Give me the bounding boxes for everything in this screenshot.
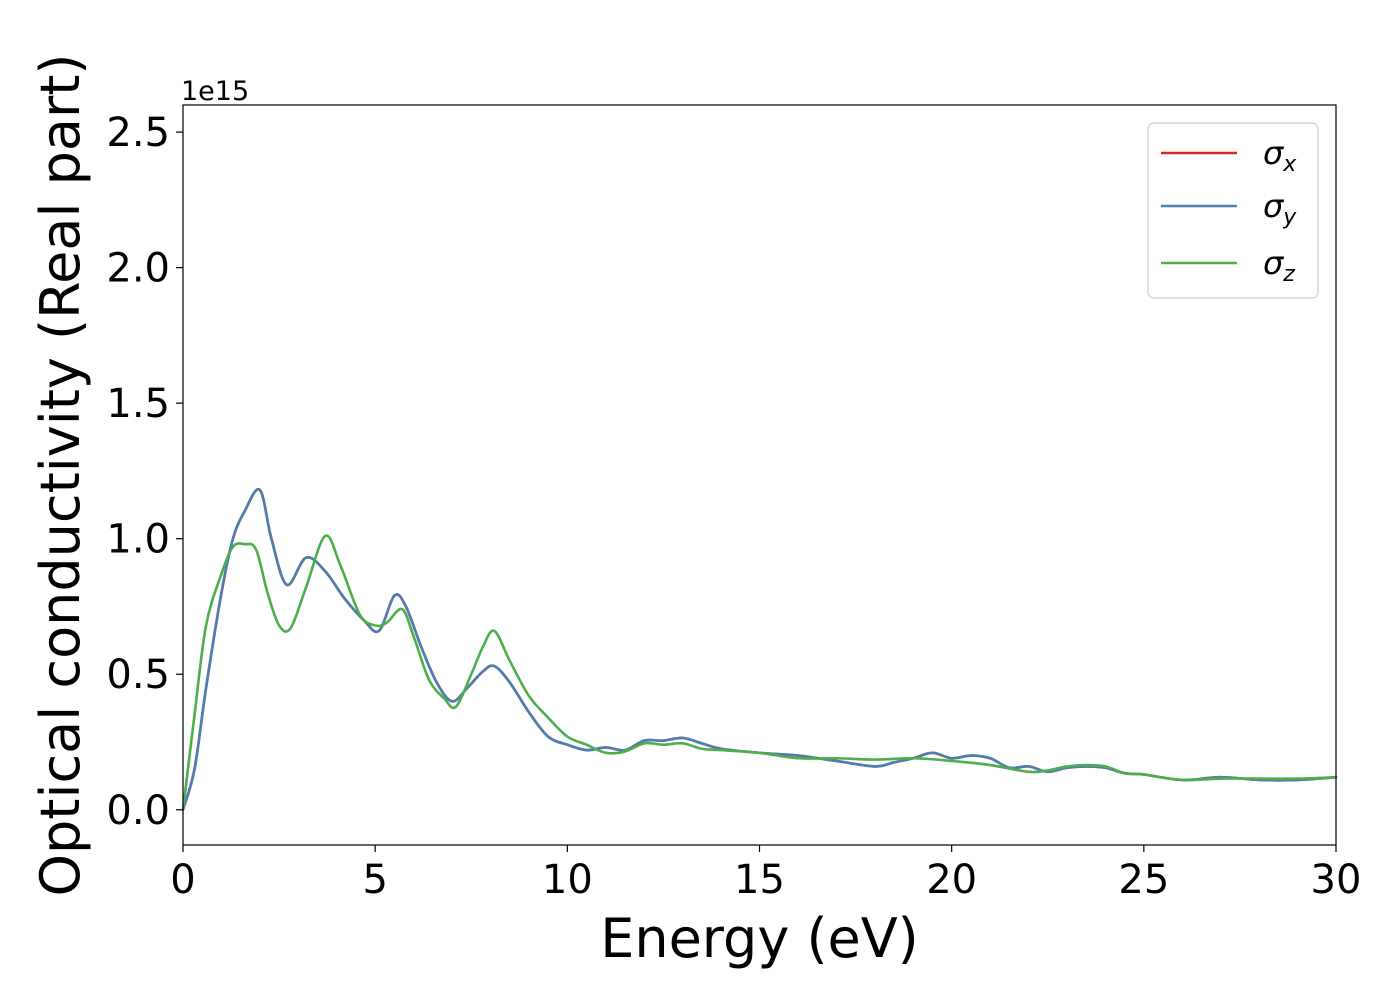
y-tick-label: 1.0: [106, 517, 170, 563]
y-tick-label: 2.5: [106, 110, 170, 156]
y-tick-label: 1.5: [106, 381, 170, 427]
x-tick-label: 15: [734, 857, 785, 903]
x-tick-label: 20: [926, 857, 977, 903]
x-axis-label: Energy (eV): [600, 907, 919, 970]
series-line-x: [181, 487, 1338, 812]
y-offset-text: 1e15: [181, 76, 249, 107]
x-tick-label: 30: [1311, 857, 1362, 903]
y-tick-label: 0.0: [106, 788, 170, 834]
x-tick-label: 25: [1118, 857, 1169, 903]
legend-box: [1147, 122, 1319, 299]
x-tick-label: 10: [542, 857, 593, 903]
x-tick-label: 5: [362, 857, 387, 903]
y-tick-label: 0.5: [106, 652, 170, 698]
y-tick-label: 2.0: [106, 246, 170, 292]
legend-label-x: σx: [1263, 134, 1297, 177]
series-line-z: [181, 534, 1338, 812]
series-lines: [181, 487, 1338, 812]
y-axis-label: Optical conductivity (Real part): [29, 54, 92, 897]
legend: σx σy σz: [1147, 122, 1319, 299]
x-tick-label: 0: [170, 857, 195, 903]
x-axis: 0 5 10 15 20 25 30: [170, 845, 1361, 903]
legend-label-y: σy: [1263, 187, 1297, 230]
legend-label-z: σz: [1263, 244, 1295, 287]
series-line-y: [181, 487, 1338, 812]
y-axis: 0.0 0.5 1.0 1.5 2.0 2.5: [106, 110, 183, 834]
